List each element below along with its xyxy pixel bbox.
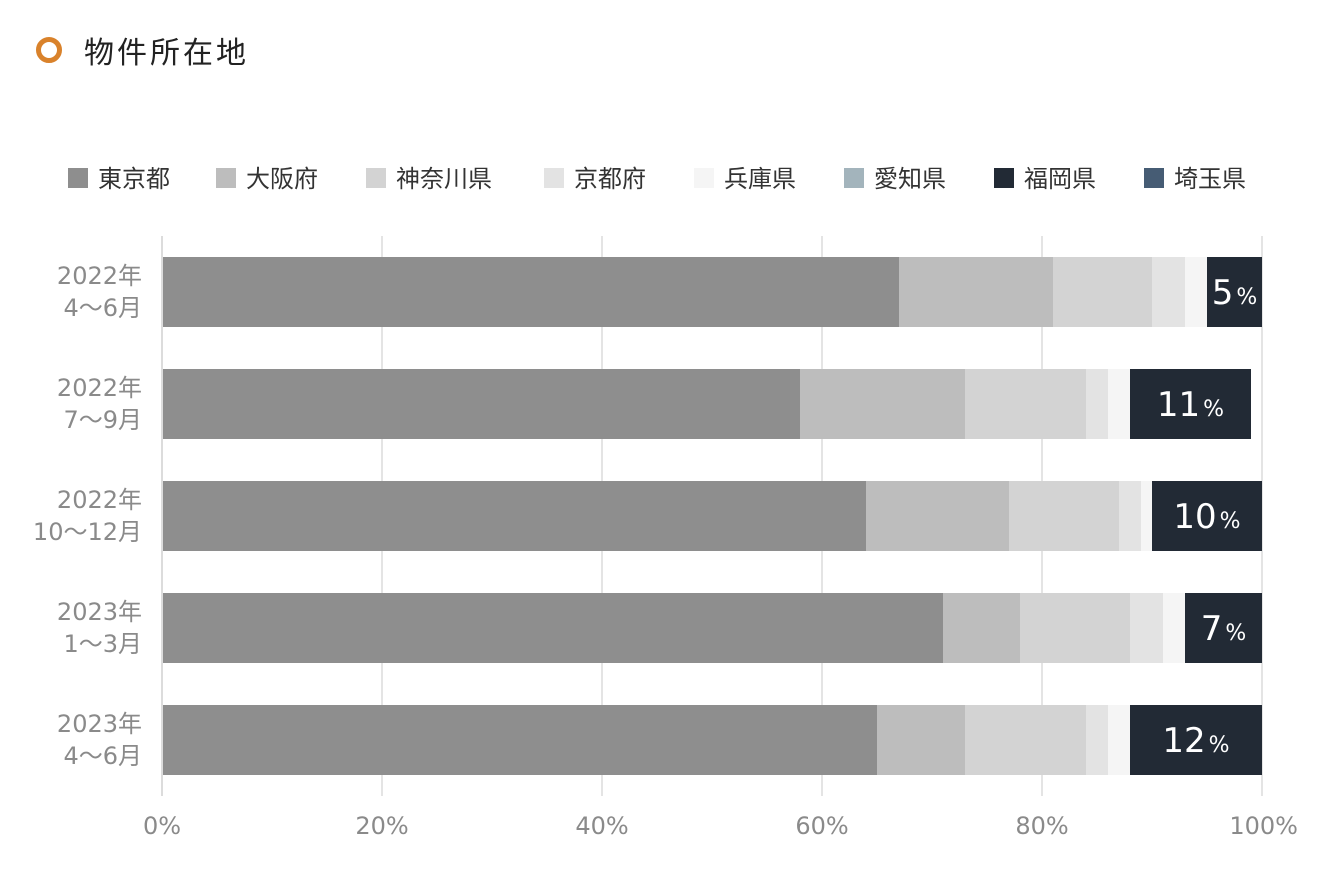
legend: 東京都 大阪府 神奈川県 京都府 兵庫県 愛知県 福岡県 埼玉県: [68, 165, 1246, 193]
category-label-line: 1〜3月: [63, 630, 142, 658]
category-label-line: 10〜12月: [33, 518, 142, 546]
bar-segment: [1020, 593, 1130, 663]
bars: 5 %11 %10 %7 %12%: [162, 257, 1262, 775]
bar-segment: [162, 593, 943, 663]
data-label-unit: %: [1236, 285, 1257, 310]
bar-segment: [965, 369, 1086, 439]
page-title: 物件所在地: [84, 36, 249, 71]
bar-segment: [1108, 705, 1130, 775]
x-tick-label: 80%: [1015, 812, 1068, 840]
data-label: 7%: [1201, 609, 1247, 649]
bar-segment: [1086, 369, 1108, 439]
legend-item: 京都府: [544, 165, 646, 193]
bar-segment: [1108, 369, 1130, 439]
data-label: 12%: [1162, 721, 1229, 761]
bar-segment: [1207, 257, 1262, 327]
legend-swatch: [366, 168, 386, 188]
legend-swatch: [216, 168, 236, 188]
bar-segment: [1119, 481, 1141, 551]
category-label-line: 2022年: [57, 262, 142, 290]
bar-segment: [1086, 705, 1108, 775]
data-label-unit: %: [1203, 397, 1224, 422]
bar-segment: [1053, 257, 1152, 327]
data-label-value: 12: [1162, 721, 1205, 761]
legend-label: 兵庫県: [724, 165, 796, 193]
legend-label: 埼玉県: [1174, 165, 1246, 193]
bar-segment: [1130, 369, 1251, 439]
bar-segment: [943, 593, 1020, 663]
x-tick-label: 20%: [355, 812, 408, 840]
legend-item: 兵庫県: [694, 165, 796, 193]
bar-segment: [1152, 257, 1185, 327]
bar-segment: [1141, 481, 1152, 551]
x-tick-labels: 0% 20% 40% 60% 80% 100%: [143, 812, 1298, 840]
category-label: 2022年 10〜12月: [33, 486, 142, 546]
bar-segment: [877, 705, 965, 775]
legend-swatch: [68, 168, 88, 188]
bar-segment: [899, 257, 1053, 327]
legend-item: 神奈川県: [366, 165, 492, 193]
category-label: 2023年 4〜6月: [57, 710, 142, 770]
data-label-value: 11: [1157, 385, 1200, 425]
category-label-line: 4〜6月: [63, 294, 142, 322]
legend-swatch: [994, 168, 1014, 188]
bar-segment: [162, 369, 800, 439]
category-label-line: 2023年: [57, 710, 142, 738]
legend-swatch: [844, 168, 864, 188]
legend-label: 東京都: [98, 165, 170, 193]
x-tick-label: 60%: [795, 812, 848, 840]
data-label-value: 7: [1201, 609, 1223, 649]
legend-item: 埼玉県: [1144, 165, 1246, 193]
data-label-unit: %: [1220, 509, 1241, 534]
data-label: 5%: [1212, 273, 1258, 313]
legend-item: 大阪府: [216, 165, 318, 193]
x-tick-label: 40%: [575, 812, 628, 840]
data-label-unit: %: [1225, 621, 1246, 646]
title-row: 物件所在地: [36, 28, 249, 72]
x-tick-label: 100%: [1229, 812, 1298, 840]
bar-segment: [866, 481, 1009, 551]
category-label: 2022年 7〜9月: [57, 374, 142, 434]
bar-segment: [1185, 593, 1262, 663]
legend-swatch: [1144, 168, 1164, 188]
data-label-unit: %: [1209, 733, 1230, 758]
legend-label: 福岡県: [1024, 165, 1096, 193]
legend-label: 大阪府: [246, 165, 318, 193]
bar-segment: [1009, 481, 1119, 551]
bar-segment: [162, 257, 899, 327]
bar-segment: [1130, 593, 1163, 663]
bar-segment: [800, 369, 965, 439]
bar-segment: [1130, 705, 1262, 775]
data-label: 10%: [1173, 497, 1240, 537]
legend-swatch: [694, 168, 714, 188]
category-label-line: 2022年: [57, 374, 142, 402]
category-label-line: 7〜9月: [63, 406, 142, 434]
legend-label: 京都府: [574, 165, 646, 193]
legend-item: 愛知県: [844, 165, 946, 193]
category-label-line: 4〜6月: [63, 742, 142, 770]
legend-label: 神奈川県: [396, 165, 492, 193]
bar-segment: [1185, 257, 1207, 327]
category-label-line: 2023年: [57, 598, 142, 626]
bar-segment: [1163, 593, 1185, 663]
bar-segment: [162, 481, 866, 551]
title-dot-icon: [36, 37, 62, 63]
legend-label: 愛知県: [874, 165, 946, 193]
legend-item: 福岡県: [994, 165, 1096, 193]
data-label-value: 10: [1173, 497, 1216, 537]
category-label-line: 2022年: [57, 486, 142, 514]
legend-swatch: [544, 168, 564, 188]
x-tick-label: 0%: [143, 812, 181, 840]
data-label-value: 5: [1212, 273, 1234, 313]
data-label: 11%: [1157, 385, 1224, 425]
legend-item: 東京都: [68, 165, 170, 193]
bar-segment: [162, 705, 877, 775]
bar-segment: [965, 705, 1086, 775]
bar-segment: [1152, 481, 1262, 551]
category-label: 2023年 1〜3月: [57, 598, 142, 658]
category-label: 2022年 4〜6月: [57, 262, 142, 322]
